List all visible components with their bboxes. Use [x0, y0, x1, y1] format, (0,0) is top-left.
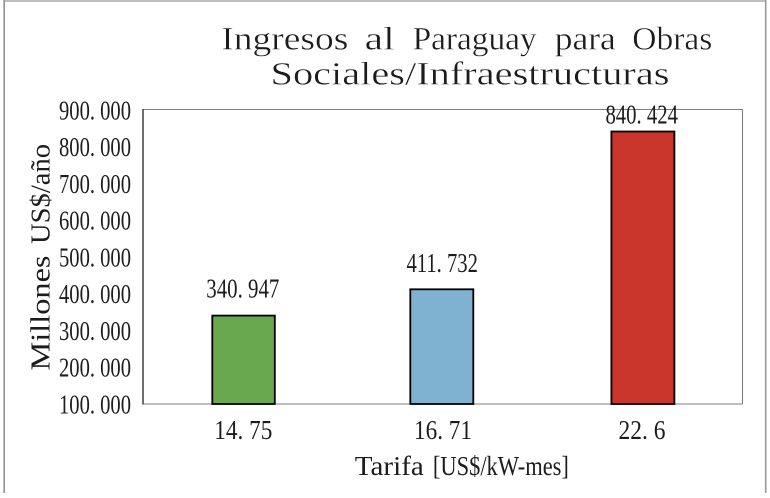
svg-text:800. 000: 800. 000	[59, 132, 131, 162]
svg-text:840. 424: 840. 424	[605, 99, 678, 129]
svg-text:340. 947: 340. 947	[206, 273, 279, 303]
svg-text:200. 000: 200. 000	[59, 353, 131, 383]
svg-text:[US$/kW-mes]: [US$/kW-mes]	[433, 451, 569, 481]
svg-text:Obras: Obras	[632, 21, 712, 57]
svg-text:900. 000: 900. 000	[59, 95, 131, 125]
svg-text:al: al	[365, 21, 395, 57]
svg-text:US$/año: US$/año	[24, 144, 55, 244]
svg-text:Ingresos: Ingresos	[221, 21, 348, 57]
svg-text:16. 71: 16. 71	[414, 415, 472, 445]
svg-text:600. 000: 600. 000	[59, 206, 131, 236]
svg-text:400. 000: 400. 000	[59, 279, 131, 309]
svg-text:500. 000: 500. 000	[59, 242, 131, 272]
svg-text:100. 000: 100. 000	[59, 389, 131, 419]
svg-text:Sociales/Infraestructuras: Sociales/Infraestructuras	[271, 56, 670, 92]
svg-text:22. 6: 22. 6	[619, 415, 666, 445]
svg-text:700. 000: 700. 000	[59, 169, 131, 199]
svg-text:411. 732: 411. 732	[406, 248, 478, 278]
svg-text:14. 75: 14. 75	[214, 415, 272, 445]
svg-text:Paraguay: Paraguay	[413, 21, 537, 57]
svg-text:Millones: Millones	[24, 256, 55, 371]
svg-text:Tarifa: Tarifa	[355, 451, 424, 481]
svg-text:300. 000: 300. 000	[59, 316, 131, 346]
svg-text:para: para	[555, 21, 616, 57]
